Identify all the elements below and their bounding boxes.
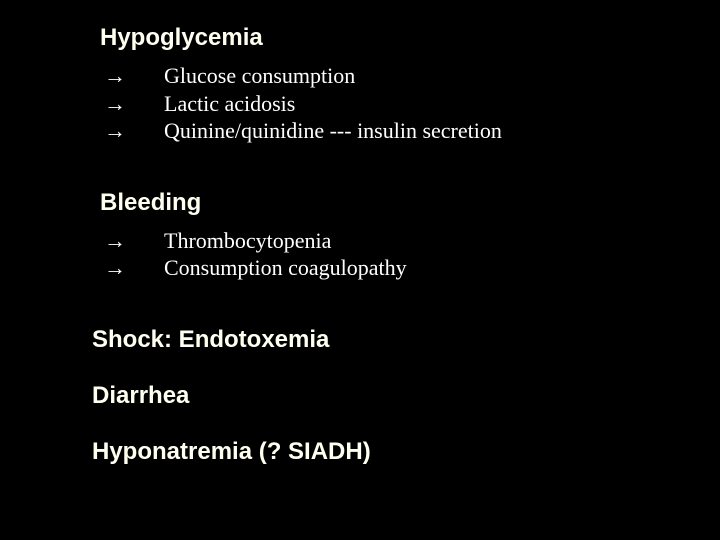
heading-diarrhea: Diarrhea [92,382,660,410]
bullet-text: Quinine/quinidine --- insulin secretion [164,117,502,145]
list-item: → Quinine/quinidine --- insulin secretio… [100,117,660,145]
arrow-icon: → [100,117,164,145]
list-item: → Glucose consumption [100,62,660,90]
heading-hypoglycemia: Hypoglycemia [100,24,660,52]
arrow-icon: → [100,90,164,118]
heading-hyponatremia: Hyponatremia (? SIADH) [92,438,660,466]
bullet-text: Glucose consumption [164,62,355,90]
bullet-text: Lactic acidosis [164,90,295,118]
bullets-hypoglycemia: → Glucose consumption → Lactic acidosis … [100,62,660,145]
list-item: → Thrombocytopenia [100,227,660,255]
slide: Hypoglycemia → Glucose consumption → Lac… [0,0,720,540]
heading-shock: Shock: Endotoxemia [92,326,660,354]
list-item: → Lactic acidosis [100,90,660,118]
arrow-icon: → [100,62,164,90]
heading-bleeding: Bleeding [100,189,660,217]
bullets-bleeding: → Thrombocytopenia → Consumption coagulo… [100,227,660,282]
list-item: → Consumption coagulopathy [100,254,660,282]
bullet-text: Consumption coagulopathy [164,254,407,282]
arrow-icon: → [100,227,164,255]
arrow-icon: → [100,254,164,282]
bullet-text: Thrombocytopenia [164,227,331,255]
